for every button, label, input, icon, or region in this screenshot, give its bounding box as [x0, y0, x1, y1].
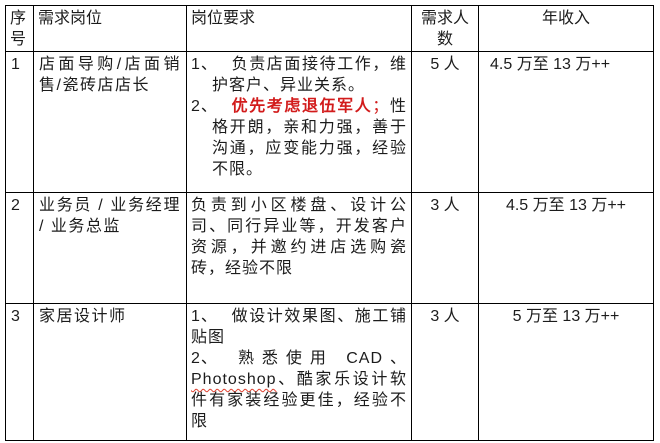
text-segment: 熟悉使用 CAD、: [231, 350, 407, 367]
text-segment: 负责店面接待工作，维护客户、异业关系。: [212, 56, 407, 94]
column-header-salary: 年收入: [478, 5, 654, 52]
column-header-position: 需求岗位: [33, 5, 187, 52]
requirement-item: 2、 熟悉使用 CAD、 Photoshop、酷家乐设计软件有家装经验更佳，经验不限: [191, 348, 407, 432]
text-segment: Photoshop: [191, 371, 277, 388]
requirements-cell: 1、 做设计效果图、施工铺贴图 2、 熟悉使用 CAD、 Photoshop、酷家乐设计…: [186, 303, 412, 441]
column-header-requirements: 岗位要求: [186, 5, 412, 52]
text-segment: 做设计效果图、施工铺贴图: [191, 308, 407, 346]
table-body: 1 店面导购/店面销售/瓷砖店店长 1、 负责店面接待工作，维护客户、异业关系。 2、优…: [5, 51, 654, 441]
column-header-serial: 序号: [5, 5, 34, 52]
item-number-marker: 1、: [191, 56, 218, 73]
text-segment: ；: [372, 98, 390, 115]
table-row: 2 业务员 / 业务经理 / 业务总监 负责到小区楼盘、设计公司、同行异业等，开发客…: [5, 192, 654, 304]
item-number-marker: 1、: [191, 308, 218, 325]
serial-cell: 2: [5, 192, 34, 304]
salary-cell: 4.5 万至 13 万++: [478, 192, 654, 304]
salary-cell: 4.5 万至 13 万++: [478, 51, 654, 193]
requirement-item: 2、 优先考虑退伍军人；性格开朗，亲和力强，善于沟通，应变能力强，经验不限。: [191, 96, 407, 180]
requirements-cell: 1、 负责店面接待工作，维护客户、异业关系。 2、 优先考虑退伍军人；性格开朗，亲和力…: [186, 51, 412, 193]
item-number-marker: 2、: [191, 98, 218, 115]
serial-cell: 1: [5, 51, 34, 193]
recruitment-table: 序号 需求岗位 岗位要求 需求人数 年收入 1 店面导购/店面销售/瓷砖店店长 1、…: [5, 5, 654, 441]
headcount-cell: 3 人: [411, 192, 479, 304]
requirements-cell: 负责到小区楼盘、设计公司、同行异业等，开发客户资源，并邀约进店选购瓷砖，经验不限: [186, 192, 412, 304]
requirement-item: 1、 负责店面接待工作，维护客户、异业关系。: [191, 54, 407, 96]
item-number-marker: 2、: [191, 350, 218, 367]
position-cell: 业务员 / 业务经理 / 业务总监: [33, 192, 187, 304]
salary-cell: 5 万至 13 万++: [478, 303, 654, 441]
text-segment: 性格开朗，亲和力强，善于沟通，应变能力强，经验不限。: [212, 98, 407, 178]
table-header: 序号 需求岗位 岗位要求 需求人数 年收入: [5, 5, 654, 52]
text-segment: 、酷家乐设计软件有家装经验更佳，经验不限: [191, 371, 407, 430]
text-segment: 负责到小区楼盘、设计公司、同行异业等，开发客户资源，并邀约进店选购瓷砖，经验不限: [191, 197, 407, 277]
headcount-cell: 5 人: [411, 51, 479, 193]
table-row: 3 家居设计师 1、 做设计效果图、施工铺贴图 2、 熟悉使用 CAD、 Photoshop…: [5, 303, 654, 441]
serial-cell: 3: [5, 303, 34, 441]
table-row: 1 店面导购/店面销售/瓷砖店店长 1、 负责店面接待工作，维护客户、异业关系。 2、优…: [5, 51, 654, 193]
text-segment: 优先考虑退伍军人: [231, 98, 373, 115]
requirement-item: 1、 做设计效果图、施工铺贴图: [191, 306, 407, 348]
headcount-cell: 3 人: [411, 303, 479, 441]
position-cell: 家居设计师: [33, 303, 187, 441]
position-cell: 店面导购/店面销售/瓷砖店店长: [33, 51, 187, 193]
requirement-item: 负责到小区楼盘、设计公司、同行异业等，开发客户资源，并邀约进店选购瓷砖，经验不限: [191, 195, 407, 279]
header-row: 序号 需求岗位 岗位要求 需求人数 年收入: [5, 5, 654, 52]
column-header-headcount: 需求人数: [411, 5, 479, 52]
